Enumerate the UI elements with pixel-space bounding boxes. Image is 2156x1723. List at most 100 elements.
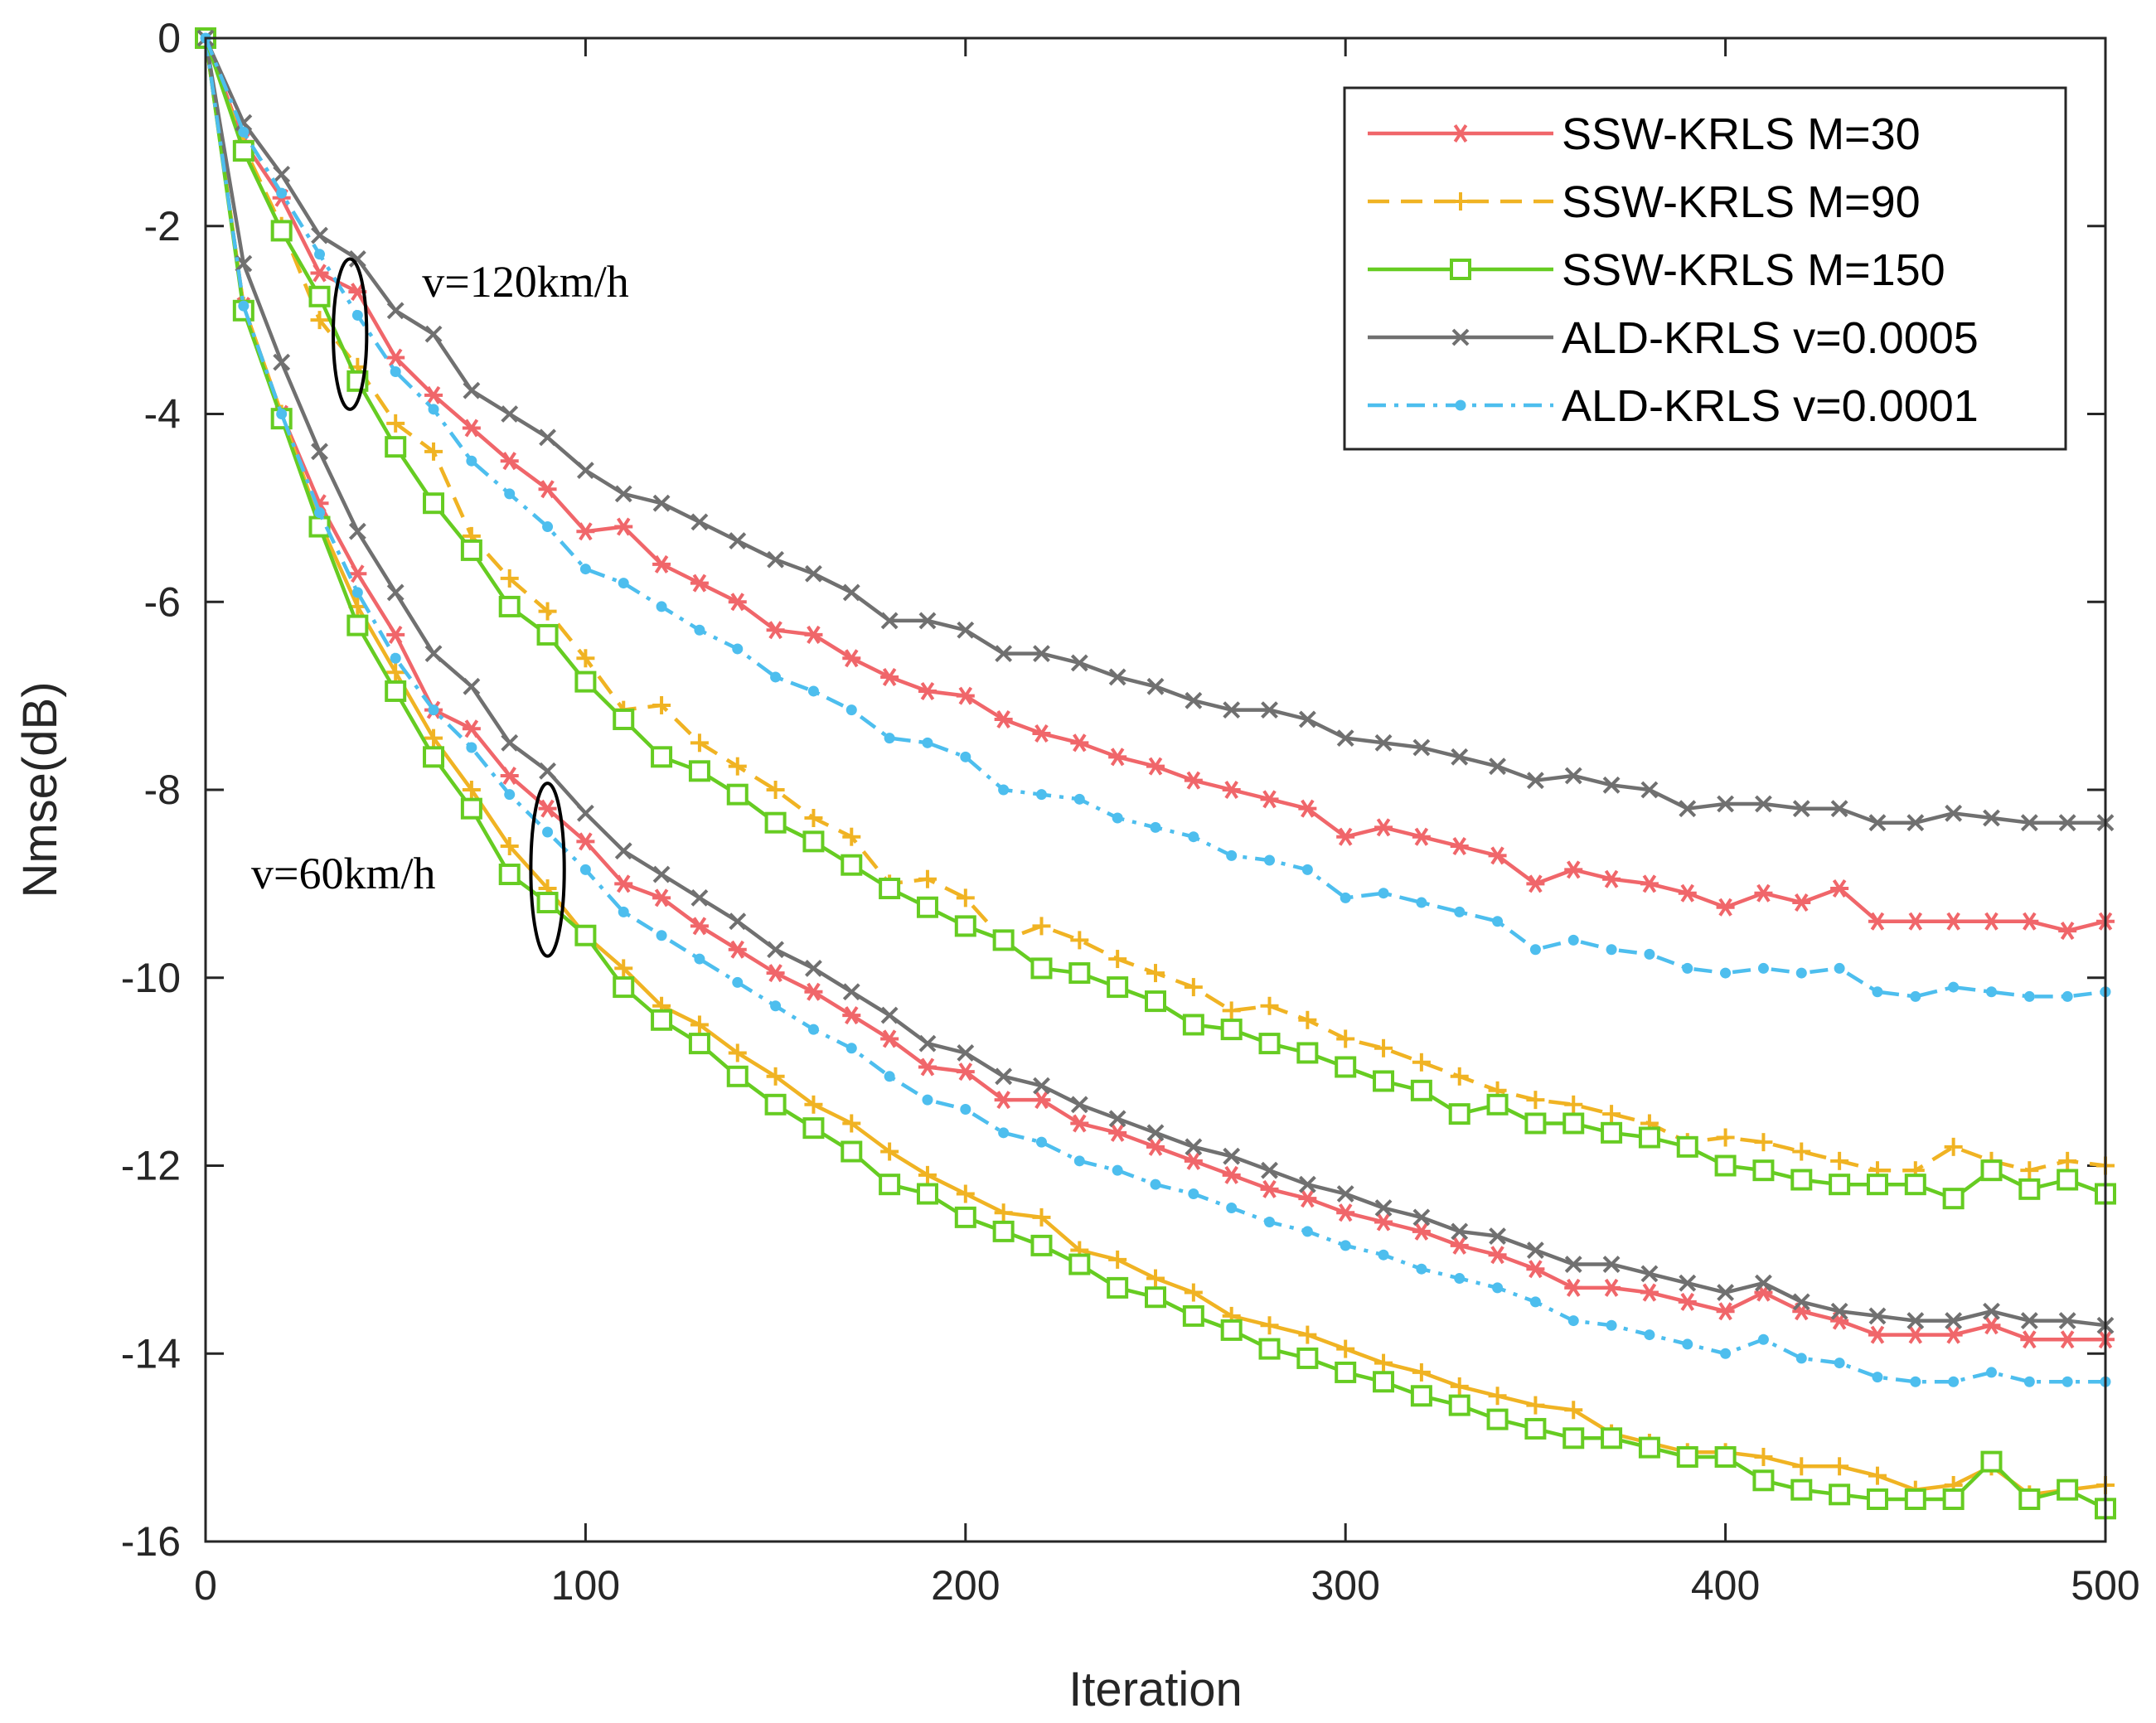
dot-marker	[1644, 1329, 1655, 1341]
data-point	[386, 414, 405, 433]
data-point	[728, 593, 747, 612]
data-point	[1868, 912, 1887, 931]
data-point	[1906, 814, 1925, 832]
square-marker	[1752, 1159, 1775, 1182]
asterisk-marker-bar	[1680, 883, 1695, 903]
asterisk-marker-bar	[692, 574, 707, 593]
x-marker-bar	[1526, 1241, 1544, 1259]
dot-marker	[1834, 962, 1845, 974]
x-marker-bar	[1412, 738, 1431, 757]
data-point	[1606, 944, 1617, 956]
data-point	[1223, 1147, 1241, 1165]
data-point	[1188, 831, 1199, 843]
data-point	[614, 842, 632, 860]
data-point	[1679, 1274, 1697, 1292]
data-point	[1983, 809, 2000, 827]
data-point	[995, 645, 1013, 663]
dot-marker	[1264, 854, 1276, 866]
data-point	[314, 249, 326, 260]
data-point	[613, 708, 635, 730]
data-point	[1448, 1394, 1470, 1416]
data-point	[1942, 1188, 1965, 1210]
dot-marker	[1720, 967, 1732, 979]
asterisk-marker-bar	[1642, 874, 1657, 893]
asterisk-marker-bar	[1262, 1179, 1277, 1198]
asterisk-marker-bar	[996, 709, 1010, 728]
data-point	[232, 140, 254, 162]
data-point	[880, 1029, 899, 1048]
data-point	[428, 704, 439, 716]
dot-marker	[276, 187, 288, 199]
dot-marker	[428, 704, 439, 716]
asterisk-marker-bar	[996, 1091, 1010, 1110]
square-marker	[613, 976, 635, 999]
dot-marker	[998, 784, 1010, 796]
asterisk-marker-bar	[654, 554, 669, 574]
data-point	[1985, 986, 1997, 998]
data-point	[1264, 1217, 1276, 1228]
dot-marker	[504, 488, 516, 500]
data-point	[1564, 860, 1583, 879]
square-marker	[1258, 1033, 1281, 1055]
data-point	[463, 677, 481, 695]
y-tick-label: -8	[144, 767, 181, 813]
data-point	[1258, 1338, 1281, 1360]
dot-marker	[960, 1103, 971, 1115]
square-marker	[2057, 1479, 2079, 1501]
square-marker	[232, 140, 254, 162]
data-point	[351, 309, 363, 321]
data-point	[994, 709, 1013, 728]
square-marker	[1904, 1488, 1926, 1510]
x-tick-label: 300	[1311, 1562, 1379, 1609]
x-marker-bar	[1640, 1265, 1659, 1283]
x-marker-bar	[918, 612, 937, 630]
x-marker-bar	[1945, 1312, 1963, 1329]
data-point	[1562, 1427, 1585, 1450]
x-marker-bar	[1033, 645, 1050, 663]
data-point	[1451, 1222, 1469, 1241]
data-point	[538, 799, 557, 818]
dot-marker	[351, 309, 363, 321]
dot-marker	[1301, 1226, 1313, 1237]
data-point	[423, 492, 445, 515]
dot-marker	[1529, 944, 1541, 956]
dot-marker	[579, 564, 591, 575]
data-point	[1948, 1376, 1960, 1387]
dot-marker	[390, 652, 401, 664]
square-marker	[2018, 1178, 2041, 1200]
square-marker	[1296, 1347, 1319, 1369]
data-point	[1150, 1179, 1161, 1190]
data-point	[500, 569, 519, 588]
square-marker	[1448, 1103, 1470, 1125]
data-point	[273, 353, 291, 371]
square-marker	[1373, 1070, 1395, 1092]
dot-marker	[922, 737, 933, 748]
dot-marker	[618, 906, 629, 917]
dot-marker	[314, 507, 326, 519]
data-point	[1410, 1079, 1432, 1101]
data-point	[807, 1024, 819, 1035]
data-point	[1068, 1253, 1091, 1275]
data-point	[916, 896, 938, 918]
data-point	[1298, 1010, 1317, 1029]
data-point	[614, 874, 633, 893]
asterisk-marker-bar	[1566, 1278, 1581, 1297]
data-point	[1638, 1436, 1660, 1459]
data-point	[2020, 1161, 2039, 1180]
data-point	[1944, 1137, 1963, 1156]
x-tick-label: 200	[931, 1562, 1000, 1609]
data-point	[2057, 1169, 2079, 1191]
data-point	[960, 751, 971, 762]
square-marker	[841, 854, 863, 876]
data-point	[1602, 1256, 1621, 1273]
data-point	[2062, 1376, 2073, 1387]
square-marker	[1714, 1154, 1737, 1177]
data-point	[1868, 1307, 1887, 1325]
data-point	[880, 612, 899, 630]
asterisk-marker-bar	[1376, 1212, 1391, 1232]
annotation-1: v=60km/h	[251, 849, 435, 898]
square-marker	[498, 864, 521, 886]
square-marker	[1068, 962, 1091, 985]
dot-marker	[2023, 990, 2035, 1002]
data-point	[614, 517, 633, 536]
